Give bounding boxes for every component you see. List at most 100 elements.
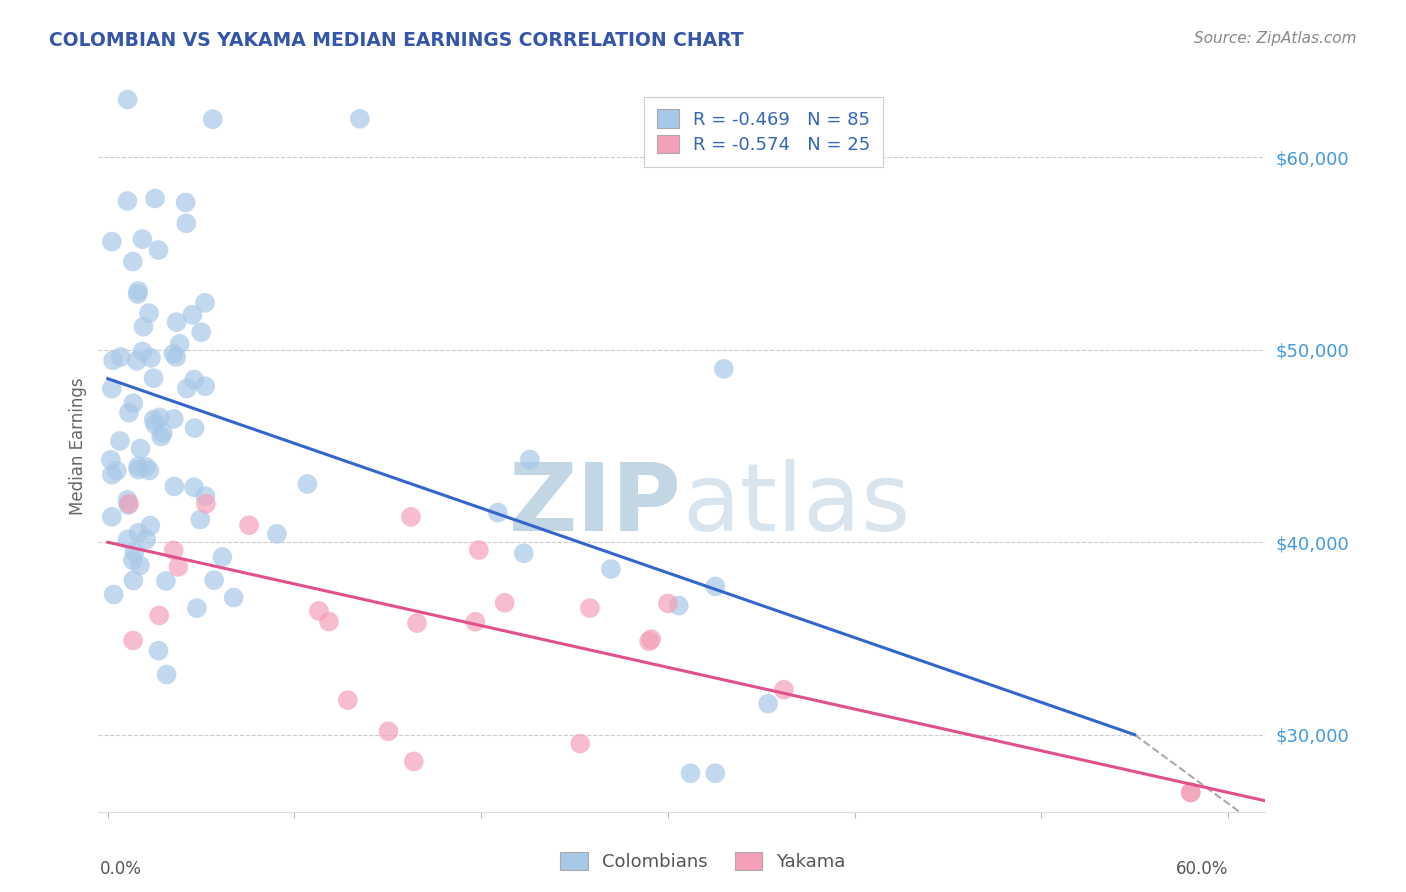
Point [181, 308, 204, 322]
Point [100, 509, 122, 524]
Point [713, 362, 735, 376]
Point [135, 459, 157, 474]
Legend: Colombians, Yakama: Colombians, Yakama [553, 845, 853, 879]
Point [129, 442, 152, 456]
Point [349, 112, 371, 126]
Point [117, 93, 139, 107]
Point [149, 410, 172, 425]
Point [127, 284, 149, 298]
Point [103, 588, 125, 602]
Point [127, 287, 149, 301]
Point [174, 195, 197, 210]
Point [118, 497, 141, 511]
Point [131, 232, 153, 246]
Point [101, 235, 124, 249]
Point [336, 693, 359, 707]
Point [238, 518, 260, 533]
Point [402, 755, 425, 769]
Point [138, 463, 160, 477]
Point [297, 477, 319, 491]
Point [399, 509, 422, 524]
Point [138, 306, 160, 320]
Point [704, 766, 727, 780]
Point [773, 682, 796, 697]
Point [166, 315, 188, 329]
Point [186, 601, 208, 615]
Point [142, 371, 165, 385]
Point [176, 381, 198, 395]
Point [183, 480, 205, 494]
Point [579, 601, 602, 615]
Point [569, 737, 592, 751]
Point [640, 632, 662, 647]
Point [222, 591, 245, 605]
Text: ZIP: ZIP [509, 458, 682, 550]
Legend: R = -0.469   N = 85, R = -0.574   N = 25: R = -0.469 N = 85, R = -0.574 N = 25 [644, 96, 883, 167]
Point [142, 412, 165, 426]
Point [117, 194, 139, 208]
Point [486, 506, 509, 520]
Point [406, 616, 429, 631]
Point [100, 382, 122, 396]
Point [122, 396, 145, 410]
Point [194, 379, 217, 393]
Point [202, 573, 225, 587]
Point [163, 412, 186, 426]
Point [150, 429, 173, 443]
Point [155, 667, 177, 681]
Point [108, 434, 131, 448]
Point [163, 479, 186, 493]
Point [657, 596, 679, 610]
Point [139, 518, 162, 533]
Point [183, 421, 205, 435]
Point [174, 216, 197, 230]
Point [638, 634, 661, 648]
Text: atlas: atlas [682, 458, 910, 550]
Point [519, 452, 541, 467]
Point [100, 452, 122, 467]
Point [318, 615, 340, 629]
Point [122, 553, 145, 567]
Point [129, 558, 152, 573]
Point [194, 497, 217, 511]
Point [163, 543, 186, 558]
Text: 0.0%: 0.0% [100, 860, 142, 878]
Point [188, 512, 211, 526]
Point [118, 406, 141, 420]
Point [162, 347, 184, 361]
Point [132, 319, 155, 334]
Point [308, 604, 330, 618]
Point [124, 545, 146, 559]
Point [190, 325, 212, 339]
Point [143, 417, 166, 432]
Point [167, 559, 190, 574]
Point [183, 373, 205, 387]
Point [148, 643, 170, 657]
Point [127, 459, 149, 474]
Point [704, 579, 727, 593]
Point [117, 498, 139, 512]
Point [266, 526, 288, 541]
Point [1180, 785, 1202, 799]
Point [756, 697, 779, 711]
Point [377, 724, 399, 739]
Point [117, 533, 139, 547]
Point [668, 599, 690, 613]
Point [122, 574, 145, 588]
Y-axis label: Median Earnings: Median Earnings [69, 377, 87, 515]
Point [1180, 785, 1202, 799]
Point [201, 112, 224, 127]
Point [464, 615, 486, 629]
Point [148, 243, 170, 257]
Point [152, 425, 174, 440]
Point [194, 295, 217, 310]
Point [468, 543, 491, 558]
Point [211, 549, 233, 564]
Point [155, 574, 177, 588]
Point [128, 525, 150, 540]
Point [117, 492, 139, 507]
Point [127, 462, 149, 476]
Text: Source: ZipAtlas.com: Source: ZipAtlas.com [1194, 31, 1357, 46]
Point [494, 596, 516, 610]
Point [139, 351, 162, 365]
